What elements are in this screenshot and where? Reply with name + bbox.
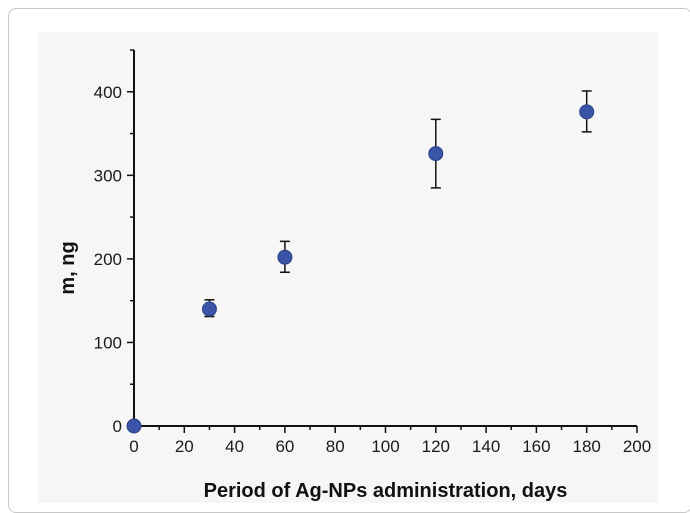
- data-points: [126, 104, 595, 434]
- x-tick-label: 20: [175, 437, 194, 456]
- y-tick-label: 0: [113, 417, 122, 436]
- error-bars: [204, 90, 592, 318]
- y-tick-label: 200: [94, 250, 122, 269]
- y-tick-label: 300: [94, 166, 122, 185]
- data-point: [126, 418, 142, 434]
- data-point: [579, 104, 595, 120]
- x-tick-label: 140: [472, 437, 500, 456]
- x-tick-label: 100: [371, 437, 399, 456]
- data-point: [428, 146, 444, 162]
- ticks: 0 20 40 60 80 100 120 140 160 180 200 0 100 200 300 400: [94, 49, 651, 456]
- y-tick-label: 100: [94, 333, 122, 352]
- data-point: [201, 301, 217, 317]
- axes: [133, 50, 637, 427]
- x-axis-label: Period of Ag-NPs administration, days: [204, 480, 568, 502]
- x-tick-label: 80: [326, 437, 345, 456]
- x-tick-label: 120: [422, 437, 450, 456]
- y-tick-label: 400: [94, 83, 122, 102]
- y-axis-label: m, ng: [57, 241, 79, 294]
- x-tick-label: 60: [275, 437, 294, 456]
- x-tick-label: 160: [522, 437, 550, 456]
- x-tick-label: 0: [129, 437, 138, 456]
- x-tick-label: 200: [623, 437, 651, 456]
- x-tick-label: 180: [573, 437, 601, 456]
- data-point: [277, 249, 293, 265]
- x-tick-label: 40: [225, 437, 244, 456]
